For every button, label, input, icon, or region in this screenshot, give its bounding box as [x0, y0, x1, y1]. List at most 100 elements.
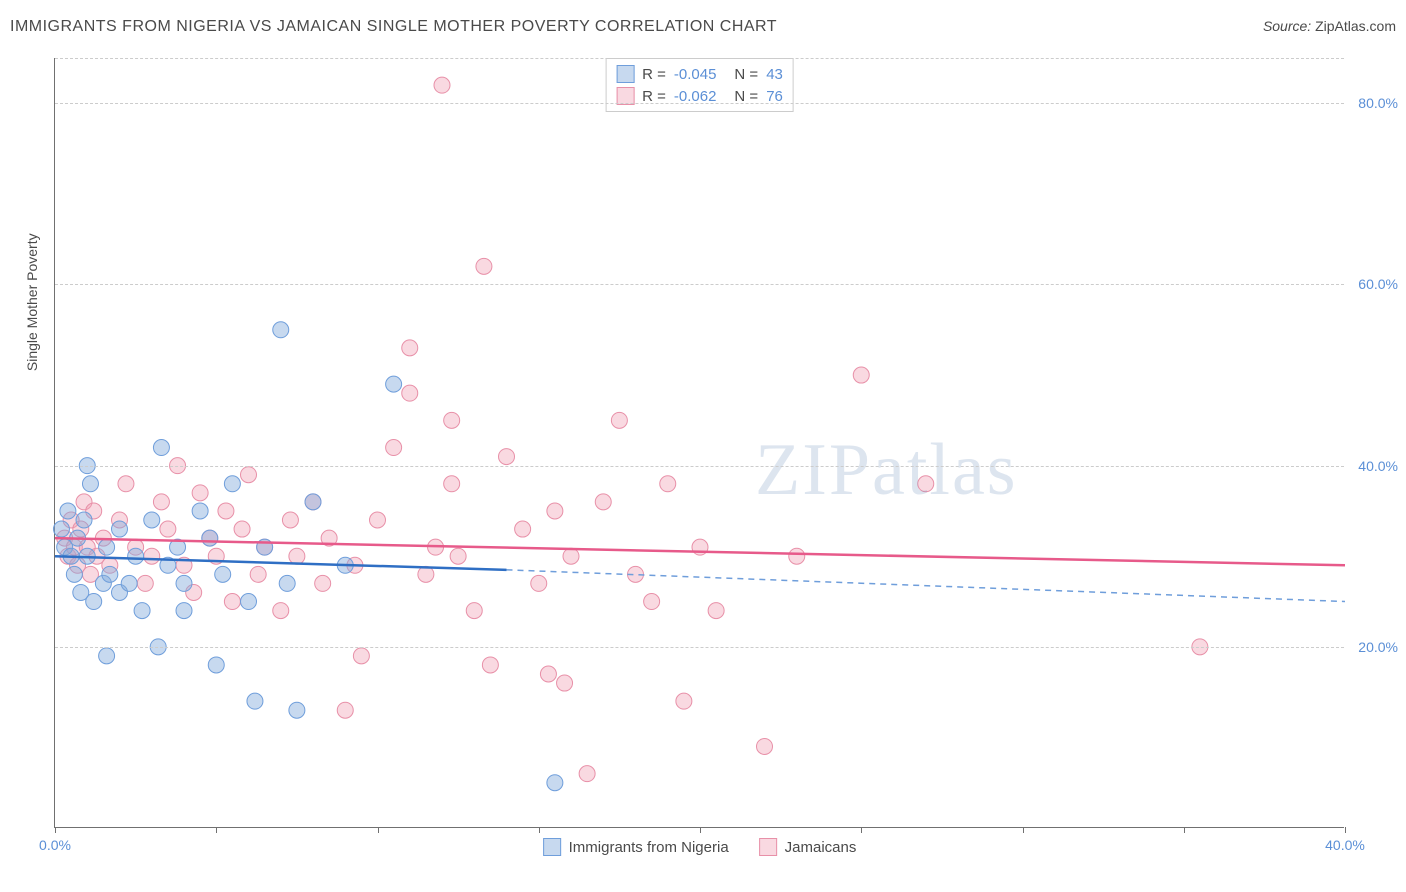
- point-jamaicans: [289, 548, 305, 564]
- y-tick-label: 80.0%: [1348, 95, 1398, 111]
- point-nigeria: [86, 594, 102, 610]
- point-nigeria: [102, 566, 118, 582]
- point-nigeria: [60, 503, 76, 519]
- point-nigeria: [153, 440, 169, 456]
- point-jamaicans: [515, 521, 531, 537]
- point-nigeria: [76, 512, 92, 528]
- x-tick: [1345, 827, 1346, 833]
- point-nigeria: [279, 575, 295, 591]
- point-jamaicans: [499, 449, 515, 465]
- grid-line: [55, 103, 1344, 104]
- point-jamaicans: [192, 485, 208, 501]
- bottom-legend: Immigrants from Nigeria Jamaicans: [535, 838, 865, 856]
- point-jamaicans: [160, 521, 176, 537]
- point-jamaicans: [466, 603, 482, 619]
- point-jamaicans: [444, 412, 460, 428]
- point-jamaicans: [137, 575, 153, 591]
- point-jamaicans: [434, 77, 450, 93]
- point-jamaicans: [241, 467, 257, 483]
- chart-svg: [55, 58, 1344, 827]
- point-nigeria: [144, 512, 160, 528]
- point-jamaicans: [540, 666, 556, 682]
- point-jamaicans: [476, 258, 492, 274]
- grid-line: [55, 58, 1344, 59]
- stat-n-nigeria: 43: [766, 66, 783, 83]
- point-jamaicans: [918, 476, 934, 492]
- point-jamaicans: [386, 440, 402, 456]
- point-jamaicans: [315, 575, 331, 591]
- point-jamaicans: [644, 594, 660, 610]
- x-tick: [378, 827, 379, 833]
- point-jamaicans: [611, 412, 627, 428]
- point-jamaicans: [337, 702, 353, 718]
- point-nigeria: [215, 566, 231, 582]
- y-axis-title: Single Mother Poverty: [24, 233, 40, 371]
- y-tick-label: 20.0%: [1348, 639, 1398, 655]
- source-label: Source:: [1263, 18, 1311, 34]
- point-jamaicans: [218, 503, 234, 519]
- point-jamaicans: [273, 603, 289, 619]
- point-nigeria: [386, 376, 402, 392]
- legend-label-nigeria: Immigrants from Nigeria: [569, 839, 729, 856]
- legend-item-nigeria: Immigrants from Nigeria: [543, 838, 729, 856]
- point-jamaicans: [557, 675, 573, 691]
- point-nigeria: [82, 476, 98, 492]
- legend-label-jamaicans: Jamaicans: [785, 839, 857, 856]
- point-jamaicans: [660, 476, 676, 492]
- point-jamaicans: [757, 738, 773, 754]
- x-tick: [1023, 827, 1024, 833]
- point-jamaicans: [250, 566, 266, 582]
- point-nigeria: [176, 603, 192, 619]
- legend-swatch-jamaicans: [759, 838, 777, 856]
- point-jamaicans: [144, 548, 160, 564]
- point-nigeria: [66, 566, 82, 582]
- point-jamaicans: [444, 476, 460, 492]
- chart-source: Source: ZipAtlas.com: [1263, 18, 1396, 34]
- y-tick-label: 40.0%: [1348, 458, 1398, 474]
- chart-header: IMMIGRANTS FROM NIGERIA VS JAMAICAN SING…: [10, 18, 1396, 42]
- stat-r-jamaicans: -0.062: [674, 88, 717, 105]
- point-jamaicans: [676, 693, 692, 709]
- legend-item-jamaicans: Jamaicans: [759, 838, 857, 856]
- x-tick: [539, 827, 540, 833]
- point-jamaicans: [547, 503, 563, 519]
- point-nigeria: [224, 476, 240, 492]
- point-jamaicans: [282, 512, 298, 528]
- regression-nigeria-solid: [55, 556, 507, 570]
- stat-r-label-2: R =: [642, 88, 666, 105]
- x-tick-label: 40.0%: [1325, 837, 1365, 853]
- point-nigeria: [192, 503, 208, 519]
- x-tick: [55, 827, 56, 833]
- point-jamaicans: [224, 594, 240, 610]
- point-jamaicans: [353, 648, 369, 664]
- stat-row-nigeria: R = -0.045 N = 43: [616, 63, 783, 85]
- point-jamaicans: [370, 512, 386, 528]
- plot-area: ZIPatlas R = -0.045 N = 43 R = -0.062 N …: [54, 58, 1344, 828]
- point-jamaicans: [531, 575, 547, 591]
- point-nigeria: [241, 594, 257, 610]
- stat-r-label: R =: [642, 66, 666, 83]
- point-jamaicans: [118, 476, 134, 492]
- point-nigeria: [289, 702, 305, 718]
- point-nigeria: [53, 521, 69, 537]
- stat-n-label-2: N =: [734, 88, 758, 105]
- grid-line: [55, 466, 1344, 467]
- point-nigeria: [247, 693, 263, 709]
- point-jamaicans: [579, 766, 595, 782]
- point-jamaicans: [708, 603, 724, 619]
- stat-n-label: N =: [734, 66, 758, 83]
- grid-line: [55, 284, 1344, 285]
- chart-title: IMMIGRANTS FROM NIGERIA VS JAMAICAN SING…: [10, 18, 777, 35]
- y-tick-label: 60.0%: [1348, 276, 1398, 292]
- grid-line: [55, 647, 1344, 648]
- point-nigeria: [176, 575, 192, 591]
- point-jamaicans: [153, 494, 169, 510]
- x-tick-label: 0.0%: [39, 837, 71, 853]
- point-nigeria: [99, 648, 115, 664]
- x-tick: [216, 827, 217, 833]
- point-nigeria: [128, 548, 144, 564]
- point-jamaicans: [563, 548, 579, 564]
- point-nigeria: [305, 494, 321, 510]
- stat-n-jamaicans: 76: [766, 88, 783, 105]
- stat-r-nigeria: -0.045: [674, 66, 717, 83]
